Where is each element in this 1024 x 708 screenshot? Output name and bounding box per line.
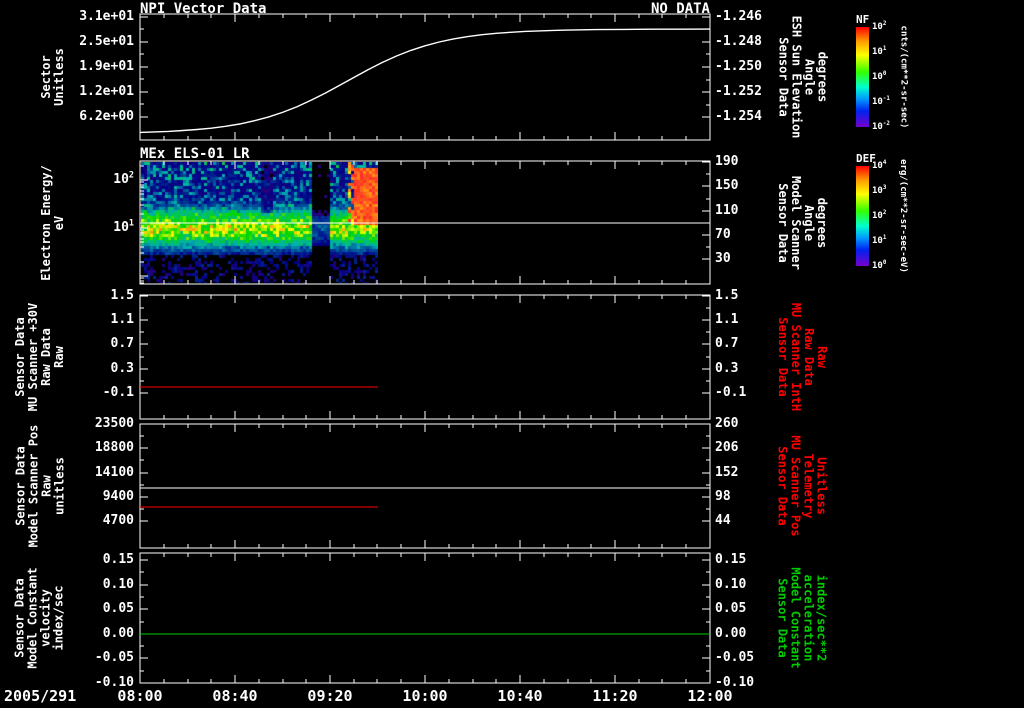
tick-label-left: 6.2e+00 bbox=[79, 109, 134, 124]
tick-label-right: 0.3 bbox=[715, 361, 739, 376]
x-tick-label: 08:00 bbox=[117, 687, 163, 705]
panel1-left-label-text: Sector Unitless bbox=[39, 48, 67, 106]
panel4-left-label-text: Sensor Data Model Scanner Pos Raw unitle… bbox=[13, 424, 67, 548]
colorbar-tick-label: 10-1 bbox=[872, 96, 890, 107]
tick-label-right: -0.05 bbox=[715, 650, 755, 665]
tick-label-left: 0.00 bbox=[102, 626, 134, 641]
x-tick-label: 12:00 bbox=[687, 687, 733, 705]
tick-label-right: -1.246 bbox=[715, 9, 762, 24]
tick-label-left: 1.2e+01 bbox=[79, 84, 134, 99]
tick-label-left: 1.1 bbox=[110, 312, 134, 327]
tick-label-left: -0.1 bbox=[102, 385, 134, 400]
tick-label-left: 2.5e+01 bbox=[79, 34, 134, 49]
colorbar-tick-label: 102 bbox=[872, 21, 887, 32]
tick-label-left: 23500 bbox=[94, 416, 134, 431]
panel4-right-label-text: Unitless Telemetry MU Scanner Pos Sensor… bbox=[776, 435, 829, 537]
panel-frame-1 bbox=[139, 13, 711, 141]
tick-label-right: 70 bbox=[715, 227, 731, 242]
tick-label-right: 190 bbox=[715, 154, 739, 169]
tick-label-left: 0.10 bbox=[102, 577, 134, 592]
tick-label-left: 102 bbox=[113, 169, 134, 187]
tick-label-right: 0.7 bbox=[715, 336, 739, 351]
tick-label-left: -0.10 bbox=[94, 675, 134, 690]
tick-label-left: 101 bbox=[113, 217, 134, 235]
panel3-right-label-text: Raw Raw Data MU Scanner IntH Sensor Data bbox=[776, 302, 829, 412]
tick-label-left: 0.3 bbox=[110, 361, 134, 376]
panel2-title: MEx ELS-01 LR bbox=[140, 146, 250, 162]
tick-label-left: 4700 bbox=[102, 513, 134, 528]
colorbar-nf-title: NF bbox=[856, 13, 870, 26]
colorbar-tick-label: 102 bbox=[872, 210, 887, 221]
tick-label-right: 0.00 bbox=[715, 626, 747, 641]
x-tick-label: 10:00 bbox=[402, 687, 448, 705]
colorbar-tick-label: 10-2 bbox=[872, 121, 890, 132]
colorbar-tick-label: 101 bbox=[872, 235, 887, 246]
x-tick-label: 08:40 bbox=[212, 687, 258, 705]
panel2-left-label-text: Electron Energy/ eV bbox=[39, 165, 66, 281]
tick-label-right: 152 bbox=[715, 465, 739, 480]
tick-label-left: 0.15 bbox=[102, 552, 134, 567]
tick-label-right: -1.250 bbox=[715, 59, 762, 74]
tick-label-right: 1.5 bbox=[715, 288, 739, 303]
tick-label-left: 1.9e+01 bbox=[79, 59, 134, 74]
tick-label-right: 1.1 bbox=[715, 312, 739, 327]
panel2-right-label-text: degrees Angle Model Scanner Sensor Data bbox=[776, 176, 830, 270]
panel3-left-label-text: Sensor Data MU Scanner +30V Raw Data Raw bbox=[13, 302, 66, 412]
tick-label-left: 14100 bbox=[94, 465, 134, 480]
tick-label-right: -1.252 bbox=[715, 84, 762, 99]
panel5-left-label-text: Sensor Data Model Constant velocity inde… bbox=[13, 567, 66, 669]
tick-label-right: 98 bbox=[715, 489, 731, 504]
colorbar-tick-label: 101 bbox=[872, 46, 887, 57]
panel-frame-3 bbox=[139, 294, 711, 420]
tick-label-right: 260 bbox=[715, 416, 739, 431]
colorbar-tick-label: 104 bbox=[872, 160, 887, 171]
panel-frame-5 bbox=[139, 552, 711, 684]
tick-label-left: 18800 bbox=[94, 440, 134, 455]
date-label: 2005/291 bbox=[4, 687, 77, 705]
colorbar-tick-label: 100 bbox=[872, 71, 887, 82]
tick-label-right: 206 bbox=[715, 440, 739, 455]
colorbar-nf bbox=[856, 27, 869, 127]
tick-label-right: -1.254 bbox=[715, 109, 762, 124]
tick-label-right: 30 bbox=[715, 251, 731, 266]
panel1-right-label-text: degrees Angle ESH Sun Elevation Sensor D… bbox=[776, 15, 830, 139]
tick-label-right: 0.05 bbox=[715, 601, 747, 616]
panel5-right-label-text: index/sec**2 acceleration Model Constant… bbox=[776, 567, 829, 669]
tick-label-left: 0.7 bbox=[110, 336, 134, 351]
tick-label-left: 0.05 bbox=[102, 601, 134, 616]
tick-label-left: 1.5 bbox=[110, 288, 134, 303]
x-tick-label: 11:20 bbox=[592, 687, 638, 705]
tick-label-right: -1.248 bbox=[715, 34, 762, 49]
panel1-title: NPI Vector Data bbox=[140, 1, 267, 17]
colorbar-tick-label: 100 bbox=[872, 260, 887, 271]
colorbar-tick-label: 103 bbox=[872, 185, 887, 196]
tick-label-right: -0.10 bbox=[715, 675, 755, 690]
tick-label-right: 44 bbox=[715, 513, 731, 528]
tick-label-left: 3.1e+01 bbox=[79, 9, 134, 24]
no-data-label: NO DATA bbox=[650, 1, 710, 17]
data-curve bbox=[139, 28, 711, 134]
x-tick-label: 09:20 bbox=[307, 687, 353, 705]
tick-label-right: 0.10 bbox=[715, 577, 747, 592]
tick-label-right: 110 bbox=[715, 203, 739, 218]
tick-label-right: 150 bbox=[715, 178, 739, 193]
panel-frame-4 bbox=[139, 423, 711, 549]
tick-label-right: 0.15 bbox=[715, 552, 747, 567]
tick-label-left: 9400 bbox=[102, 489, 134, 504]
tick-label-right: -0.1 bbox=[715, 385, 747, 400]
colorbar-def-title: DEF bbox=[856, 152, 876, 165]
colorbar-def bbox=[856, 166, 869, 266]
tick-label-left: -0.05 bbox=[94, 650, 134, 665]
x-tick-label: 10:40 bbox=[497, 687, 543, 705]
